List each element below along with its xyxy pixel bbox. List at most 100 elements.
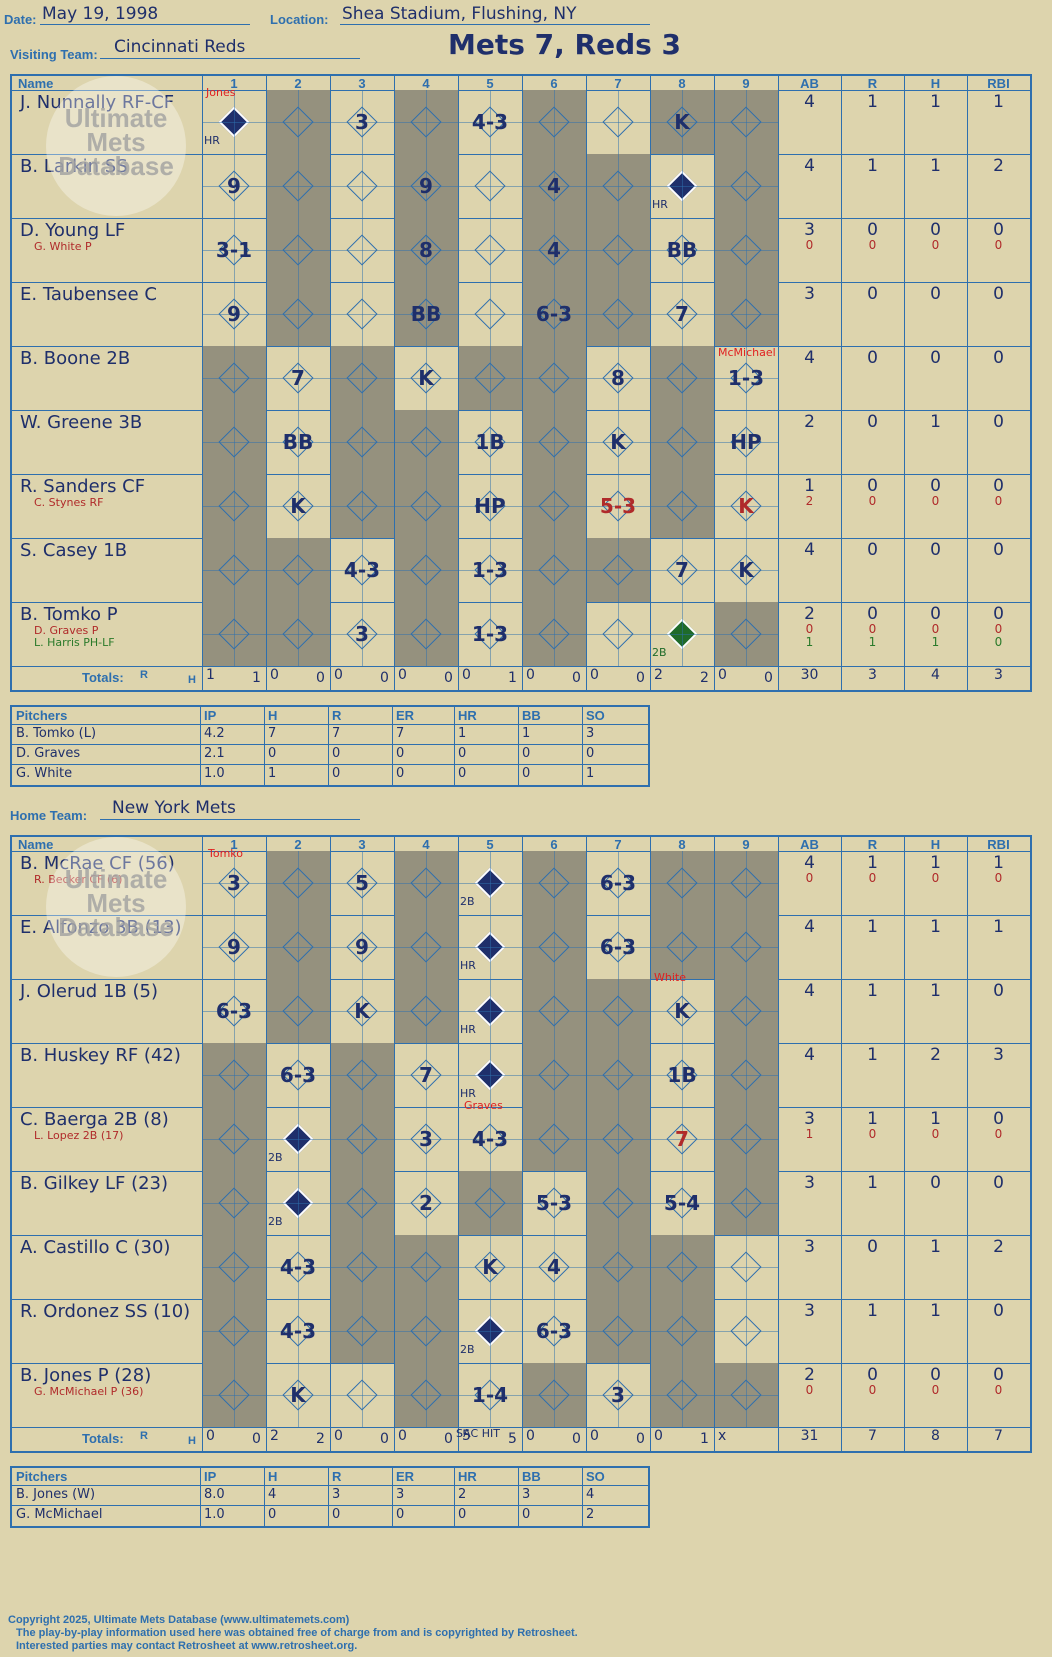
at-bat-cell (458, 218, 522, 282)
at-bat-cell (586, 538, 650, 602)
stat-r: 1 (867, 1173, 878, 1193)
at-bat-cell: 4-3 (330, 538, 394, 602)
cell-midline-v (490, 346, 491, 410)
cell-midline-v (618, 154, 619, 218)
cell-midline-v (426, 90, 427, 154)
inning-header-3: 3 (358, 76, 366, 91)
player-name: R. Ordonez SS (10) (20, 1301, 191, 1322)
sub2-stat-ab: 1 (805, 635, 814, 649)
cell-midline-v (298, 410, 299, 474)
inning-header-2: 2 (294, 76, 302, 91)
cell-midline-v (234, 474, 235, 538)
play-result: 1-3 (471, 622, 509, 646)
at-bat-cell (522, 602, 586, 666)
at-bat-cell: 8 (394, 218, 458, 282)
play-result: BB (666, 238, 698, 262)
at-bat-cell (650, 1235, 714, 1299)
at-bat-cell (330, 346, 394, 410)
inning-header-8: 8 (678, 837, 686, 852)
total-rbi: 3 (994, 667, 1003, 683)
stat-rbi: 0 (993, 476, 1004, 496)
pitching-stat: 4.2 (204, 726, 225, 741)
pitching-stat-header: HR (458, 1469, 477, 1484)
play-result: 9 (227, 935, 241, 959)
pitching-stat: 7 (396, 726, 405, 741)
total-h: 4 (931, 667, 940, 683)
substitute-name: C. Stynes RF (34, 496, 104, 509)
at-bat-cell (458, 154, 522, 218)
total-h: 8 (931, 1428, 940, 1444)
pitch-col-divider (392, 707, 393, 785)
at-bat-cell: 5 (330, 851, 394, 915)
stat-r: 1 (867, 1109, 878, 1129)
pitching-stat-header: H (268, 708, 278, 723)
inning-runs-total: 0 (526, 1428, 535, 1444)
sub-stat-h: 0 (931, 622, 940, 636)
stat-ab: 4 (804, 540, 815, 560)
watermark-text: Mets (86, 888, 146, 918)
at-bat-cell (394, 851, 458, 915)
cell-midline-v (746, 979, 747, 1043)
inning-header-7: 7 (614, 837, 622, 852)
pitching-stat: 1 (586, 766, 595, 781)
cell-midline-v (298, 538, 299, 602)
at-bat-cell (394, 602, 458, 666)
total-ab: 30 (800, 667, 819, 683)
stat-divider (904, 837, 905, 1451)
cell-midline-v (234, 1043, 235, 1107)
name-divider (202, 837, 203, 1451)
inning-divider (714, 837, 715, 1451)
at-bat-cell: 5-4 (650, 1171, 714, 1235)
play-result: 6-3 (599, 935, 637, 959)
cell-midline-v (618, 218, 619, 282)
at-bat-cell (650, 915, 714, 979)
totals-label: Totals: (82, 670, 124, 685)
at-bat-cell (522, 346, 586, 410)
date-underline (40, 24, 250, 25)
cell-midline-v (682, 1299, 683, 1363)
play-result: K (290, 494, 306, 518)
pitching-stat: 1 (458, 726, 467, 741)
play-result: K (354, 999, 370, 1023)
cell-midline-v (234, 979, 235, 1043)
play-result: 3-1 (215, 238, 253, 262)
stat-rbi: 0 (993, 1173, 1004, 1193)
at-bat-cell: HP (714, 410, 778, 474)
pitcher-change-note: Jones (206, 86, 236, 99)
pitching-stat-header: IP (204, 708, 217, 723)
at-bat-cell: HR (458, 979, 522, 1043)
pitching-stat: 1 (268, 766, 277, 781)
at-bat-cell (586, 154, 650, 218)
sub2-stat-h: 1 (931, 635, 940, 649)
stat-h: 0 (930, 1365, 941, 1385)
pitch-col-divider (518, 1468, 519, 1526)
stat-rbi: 0 (993, 412, 1004, 432)
at-bat-cell: 3 (330, 90, 394, 154)
sub-stat-ab: 1 (805, 1127, 814, 1141)
cell-midline-v (298, 602, 299, 666)
cell-midline-v (426, 979, 427, 1043)
cell-midline-v (426, 1363, 427, 1427)
cell-midline-v (298, 915, 299, 979)
inning-header-9: 9 (742, 837, 750, 852)
visiting-team-underline (100, 58, 360, 59)
play-result: 6-3 (535, 302, 573, 326)
play-result: 4-3 (343, 558, 381, 582)
player-name: A. Castillo C (30) (20, 1237, 171, 1258)
cell-midline-v (746, 1043, 747, 1107)
inning-divider (586, 837, 587, 1451)
play-result: 3 (355, 110, 369, 134)
row-divider (12, 602, 1030, 603)
sub-stat-r: 0 (868, 622, 877, 636)
play-result: 4-3 (279, 1255, 317, 1279)
cell-midline-v (362, 282, 363, 346)
cell-midline-v (618, 474, 619, 538)
cell-midline-v (490, 851, 491, 915)
cell-midline-v (362, 851, 363, 915)
at-bat-cell: HR (650, 154, 714, 218)
pitching-stat: 0 (586, 746, 595, 761)
stat-h: 1 (930, 981, 941, 1001)
at-bat-cell: 1B (650, 1043, 714, 1107)
inning-divider (522, 837, 523, 1451)
at-bat-cell: 4-3 (266, 1235, 330, 1299)
